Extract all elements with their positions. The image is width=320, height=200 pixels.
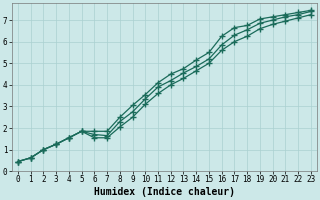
X-axis label: Humidex (Indice chaleur): Humidex (Indice chaleur) [94, 187, 235, 197]
